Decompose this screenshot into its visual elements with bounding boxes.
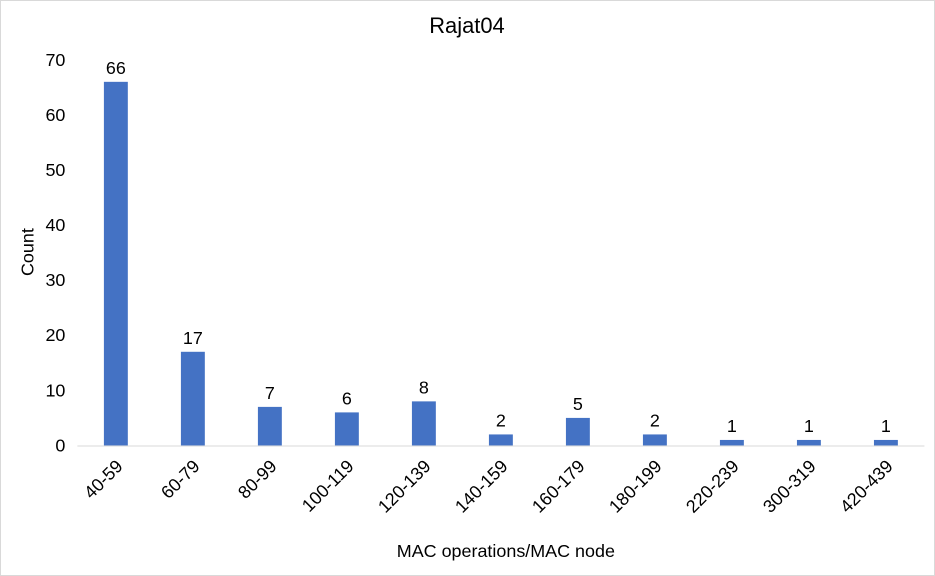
- y-tick-label: 70: [45, 50, 65, 70]
- x-axis-title: MAC operations/MAC node: [397, 541, 615, 561]
- bar: [334, 412, 359, 446]
- bar: [488, 434, 513, 446]
- data-label: 7: [265, 383, 275, 403]
- x-tick-label: 60-79: [157, 456, 204, 503]
- y-tick-label: 60: [45, 105, 65, 125]
- y-tick-label: 30: [45, 270, 65, 290]
- data-label: 8: [419, 377, 429, 397]
- x-tick-label: 220-239: [682, 456, 743, 517]
- data-label: 17: [183, 328, 203, 348]
- data-label: 5: [573, 394, 583, 414]
- data-label: 66: [106, 58, 126, 78]
- chart-title: Rajat04: [429, 13, 505, 38]
- data-label: 1: [804, 416, 814, 436]
- data-label: 2: [650, 410, 660, 430]
- bar: [642, 434, 667, 446]
- y-axis-title: Count: [18, 228, 38, 276]
- y-axis-ticks: 0 10 20 30 40 50 60 70: [45, 50, 65, 456]
- bar: [103, 81, 128, 446]
- bar: [796, 439, 821, 446]
- data-label: 1: [727, 416, 737, 436]
- y-tick-label: 40: [45, 215, 65, 235]
- x-tick-label: 160-179: [528, 456, 589, 517]
- x-tick-label: 420-439: [836, 456, 897, 517]
- bar: [719, 439, 744, 446]
- x-tick-label: 100-119: [298, 456, 358, 516]
- y-tick-label: 50: [45, 160, 65, 180]
- bar: [257, 406, 282, 446]
- bar-series: [103, 81, 898, 446]
- y-tick-label: 20: [45, 325, 65, 345]
- x-tick-label: 300-319: [759, 456, 820, 517]
- x-tick-label: 140-159: [451, 456, 512, 517]
- data-label: 1: [881, 416, 891, 436]
- bar: [180, 351, 205, 446]
- x-tick-label: 180-199: [605, 456, 666, 517]
- y-tick-label: 0: [55, 435, 65, 455]
- x-tick-label: 40-59: [80, 456, 127, 503]
- y-tick-label: 10: [45, 380, 65, 400]
- x-tick-label: 80-99: [234, 456, 281, 503]
- bar: [411, 401, 436, 446]
- bar: [873, 439, 898, 446]
- x-tick-label: 120-139: [374, 456, 435, 517]
- x-axis-ticks: 40-59 60-79 80-99 100-119 120-139 140-159 160-…: [80, 456, 897, 517]
- data-label: 2: [496, 410, 506, 430]
- bar: [565, 417, 590, 446]
- data-label: 6: [342, 388, 352, 408]
- data-labels: 66 17 7 6 8 2 5 2 1 1 1: [106, 58, 891, 436]
